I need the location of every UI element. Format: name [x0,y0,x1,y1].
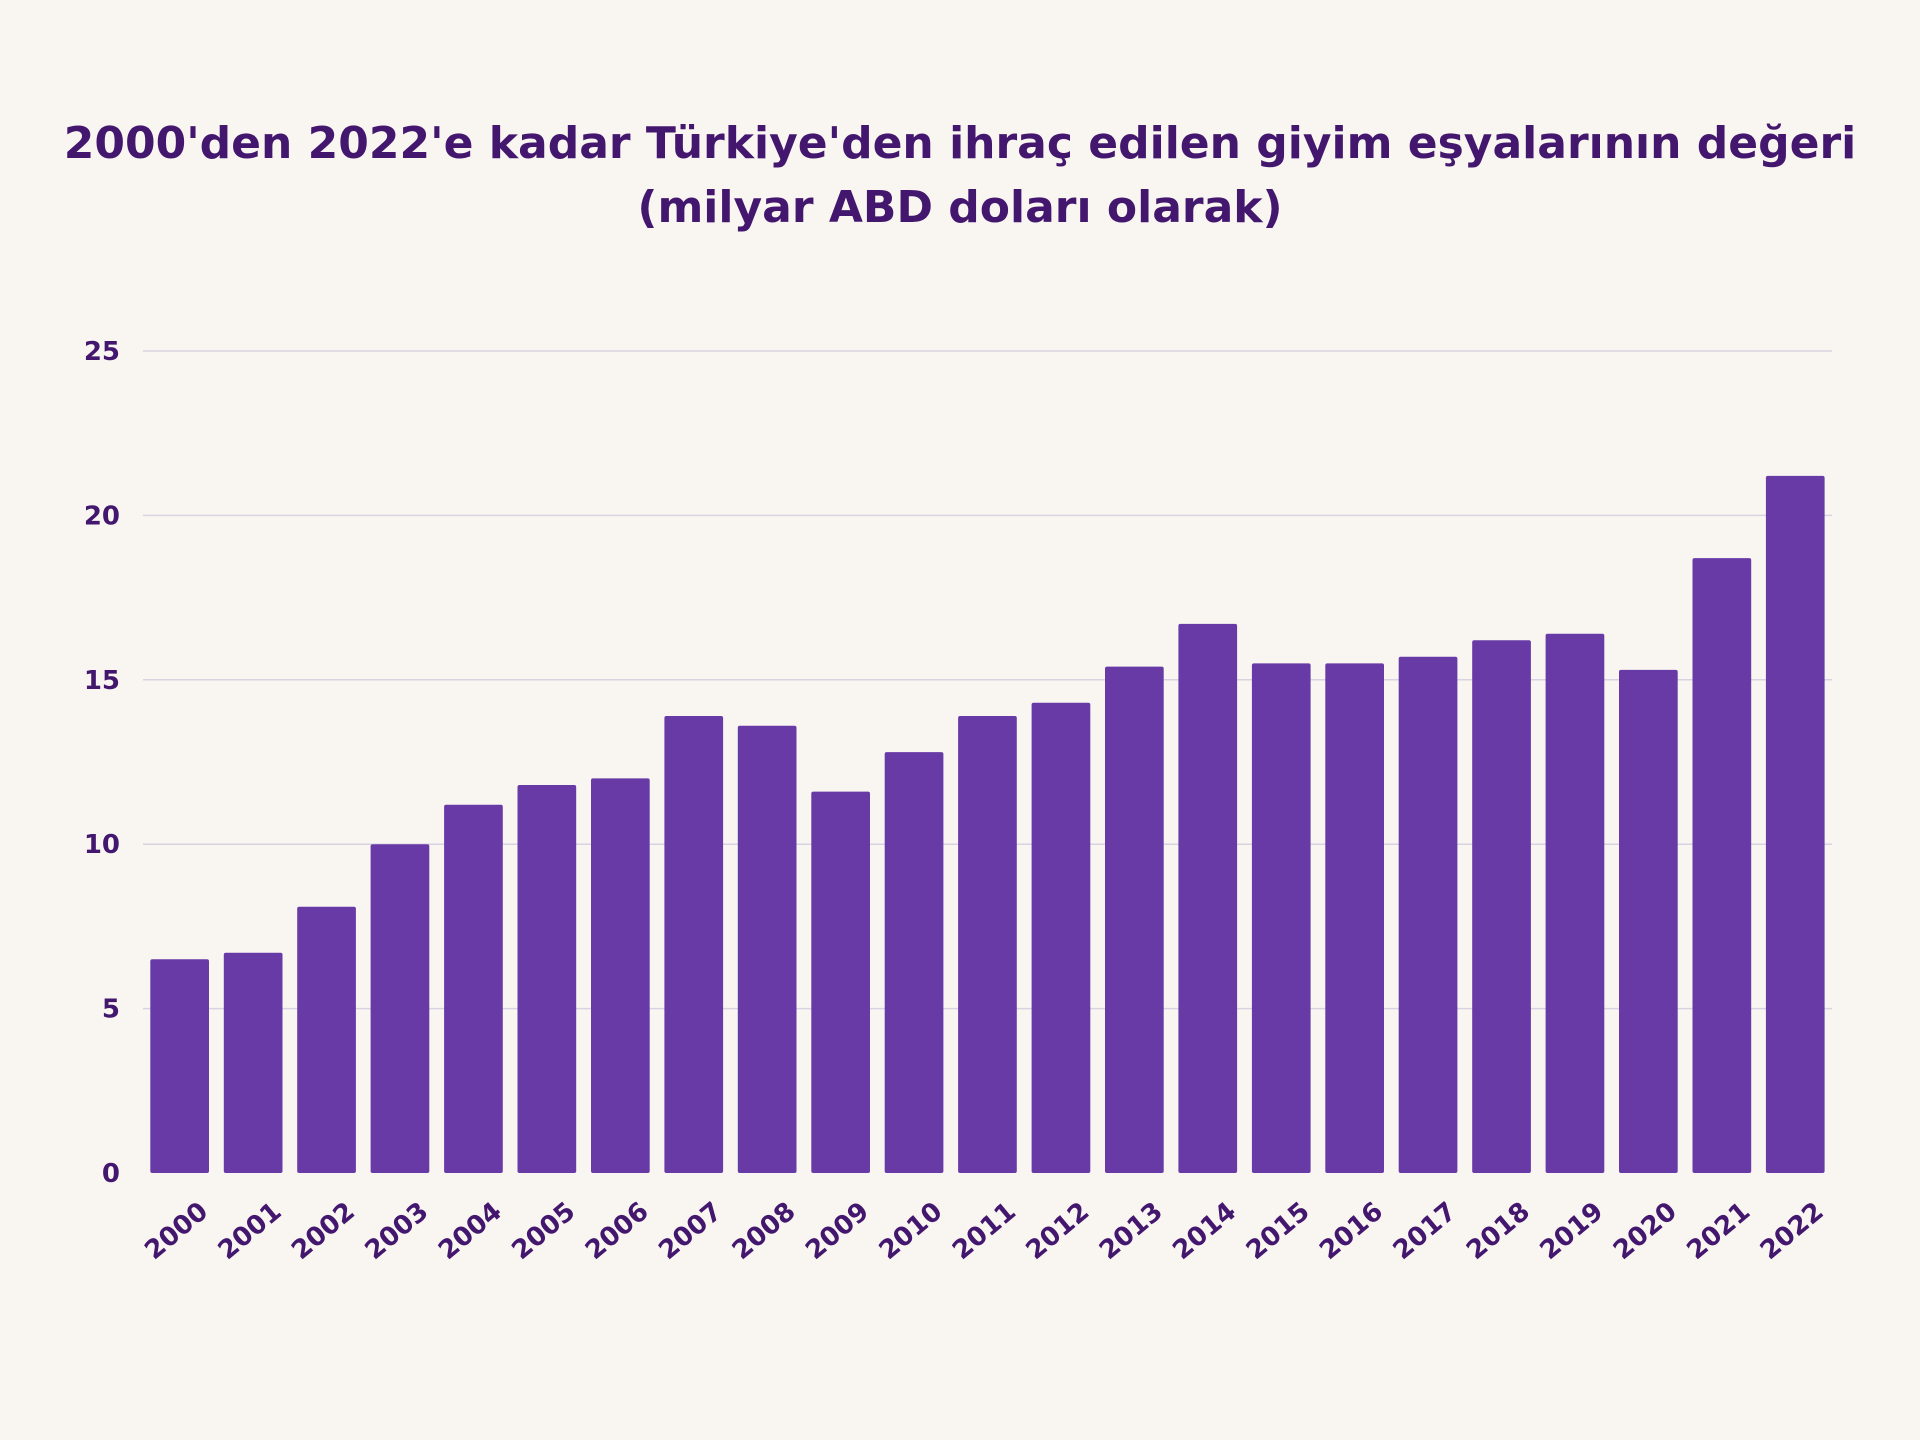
x-tick-label: 2003 [360,1196,435,1266]
x-tick-label: 2015 [1241,1196,1316,1266]
x-tick-label: 2008 [727,1196,802,1266]
bar-2018 [1472,640,1531,1173]
bar-2020 [1619,669,1678,1173]
chart-title: 2000'den 2022'e kadar Türkiye'den ihraç … [0,112,1920,240]
x-tick-label: 2009 [800,1196,875,1266]
bar-2007 [664,716,724,1173]
bar-2000 [150,959,209,1173]
bar-2014 [1178,623,1238,1173]
chart-title-line-2: (milyar ABD doları olarak) [637,182,1283,233]
x-tick-label: 2002 [286,1196,361,1266]
x-tick-label: 2007 [653,1196,728,1266]
x-tick-label: 2011 [947,1196,1022,1266]
bar-2010 [884,752,944,1173]
x-tick-label: 2000 [139,1196,214,1266]
x-tick-label: 2004 [433,1196,508,1266]
y-tick-label: 0 [102,1159,120,1189]
x-tick-label: 2021 [1681,1196,1756,1266]
x-tick-label: 2005 [506,1196,581,1266]
bar-2016 [1325,663,1384,1173]
bar-2008 [737,725,797,1173]
x-tick-label: 2013 [1094,1196,1169,1266]
x-tick-label: 2016 [1314,1196,1389,1266]
y-tick-label: 20 [84,501,120,531]
bar-2011 [958,716,1017,1173]
bar-2004 [444,804,503,1173]
x-tick-label: 2014 [1167,1196,1242,1266]
x-axis-ticks: 2000200120022003200420052006200720082009… [139,1196,1829,1266]
x-tick-label: 2018 [1461,1196,1536,1266]
x-tick-label: 2020 [1608,1196,1683,1266]
y-tick-label: 10 [84,830,120,860]
bar-2005 [517,785,577,1173]
bar-2006 [591,778,650,1173]
bar-2012 [1031,702,1091,1173]
x-tick-label: 2012 [1021,1196,1096,1266]
bar-2022 [1765,475,1825,1173]
bars [150,475,1825,1173]
x-tick-label: 2010 [874,1196,949,1266]
bar-2015 [1251,663,1311,1173]
bar-2003 [370,844,430,1173]
bar-2019 [1545,633,1605,1173]
chart-title-line-1: 2000'den 2022'e kadar Türkiye'den ihraç … [63,118,1857,169]
x-tick-label: 2017 [1388,1196,1463,1266]
y-axis-ticks: 0 5 10 15 20 25 [84,337,120,1189]
y-tick-label: 5 [102,995,120,1025]
bar-2001 [223,952,283,1173]
bar-2013 [1105,666,1164,1173]
bar-2002 [297,906,356,1173]
x-tick-label: 2001 [213,1196,288,1266]
x-tick-label: 2019 [1535,1196,1610,1266]
x-tick-label: 2006 [580,1196,655,1266]
bar-2017 [1398,656,1458,1173]
bar-2009 [811,791,870,1173]
y-tick-label: 15 [84,666,120,696]
y-tick-label: 25 [84,337,120,367]
x-tick-label: 2022 [1755,1196,1830,1266]
bar-2021 [1692,558,1752,1173]
